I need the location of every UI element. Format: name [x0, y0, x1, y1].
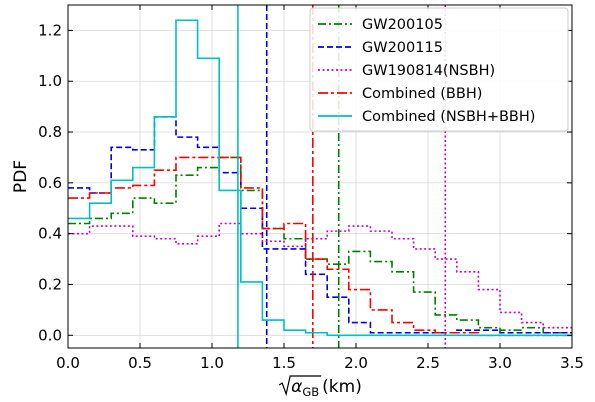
x-tick-label-5: 2.5	[416, 354, 440, 372]
legend-label-0: GW200105	[362, 17, 443, 33]
y-tick-label-5: 1.0	[38, 72, 62, 90]
series-0-step-line	[68, 156, 572, 334]
x-tick-label-1: 0.5	[128, 354, 152, 372]
sqrt-symbol	[278, 375, 322, 397]
x-tick-label-6: 3.0	[488, 354, 512, 372]
y-tick-label-0: 0.0	[38, 326, 62, 344]
legend-box	[309, 7, 569, 132]
x-tick-label-7: 3.5	[560, 354, 584, 372]
legend-label-4: Combined (NSBH+BBH)	[362, 109, 535, 125]
x-tick-label-0: 0.0	[56, 354, 80, 372]
y-tick-label-4: 0.8	[38, 123, 62, 141]
y-tick-label-1: 0.2	[38, 275, 62, 293]
y-tick-label-3: 0.6	[38, 174, 62, 192]
axes-frame	[67, 4, 573, 349]
series-3-step-line	[68, 156, 572, 337]
x-tick-label-2: 1.0	[200, 354, 224, 372]
y-tick-label-6: 1.2	[38, 21, 62, 39]
x-label-subscript: GB	[302, 385, 319, 399]
plot-area	[68, 5, 572, 348]
series-4-step-line	[68, 19, 572, 337]
x-label-unit: (km)	[322, 377, 362, 397]
y-axis-label: PDF	[11, 160, 31, 193]
legend-label-2: GW190814(NSBH)	[362, 63, 495, 79]
series-2-step-line	[68, 222, 572, 329]
legend-label-1: GW200115	[362, 40, 443, 56]
x-tick-label-3: 1.5	[272, 354, 296, 372]
series-1-step-line	[68, 115, 572, 334]
x-axis-label: α GB (km)	[278, 375, 362, 399]
axis-ticks: 0.0 0.5 1.0 1.5 2.0 2.5 3.0 3.5 0.0 0.2 0.4 0.6 0.8 1…	[38, 5, 584, 372]
legend: GW200105 GW200115 GW190814(NSBH) Combined (…	[309, 7, 569, 132]
y-tick-label-2: 0.4	[38, 225, 62, 243]
x-tick-label-4: 2.0	[344, 354, 368, 372]
legend-label-3: Combined (BBH)	[362, 86, 482, 102]
x-label-radicand: α	[291, 377, 302, 397]
